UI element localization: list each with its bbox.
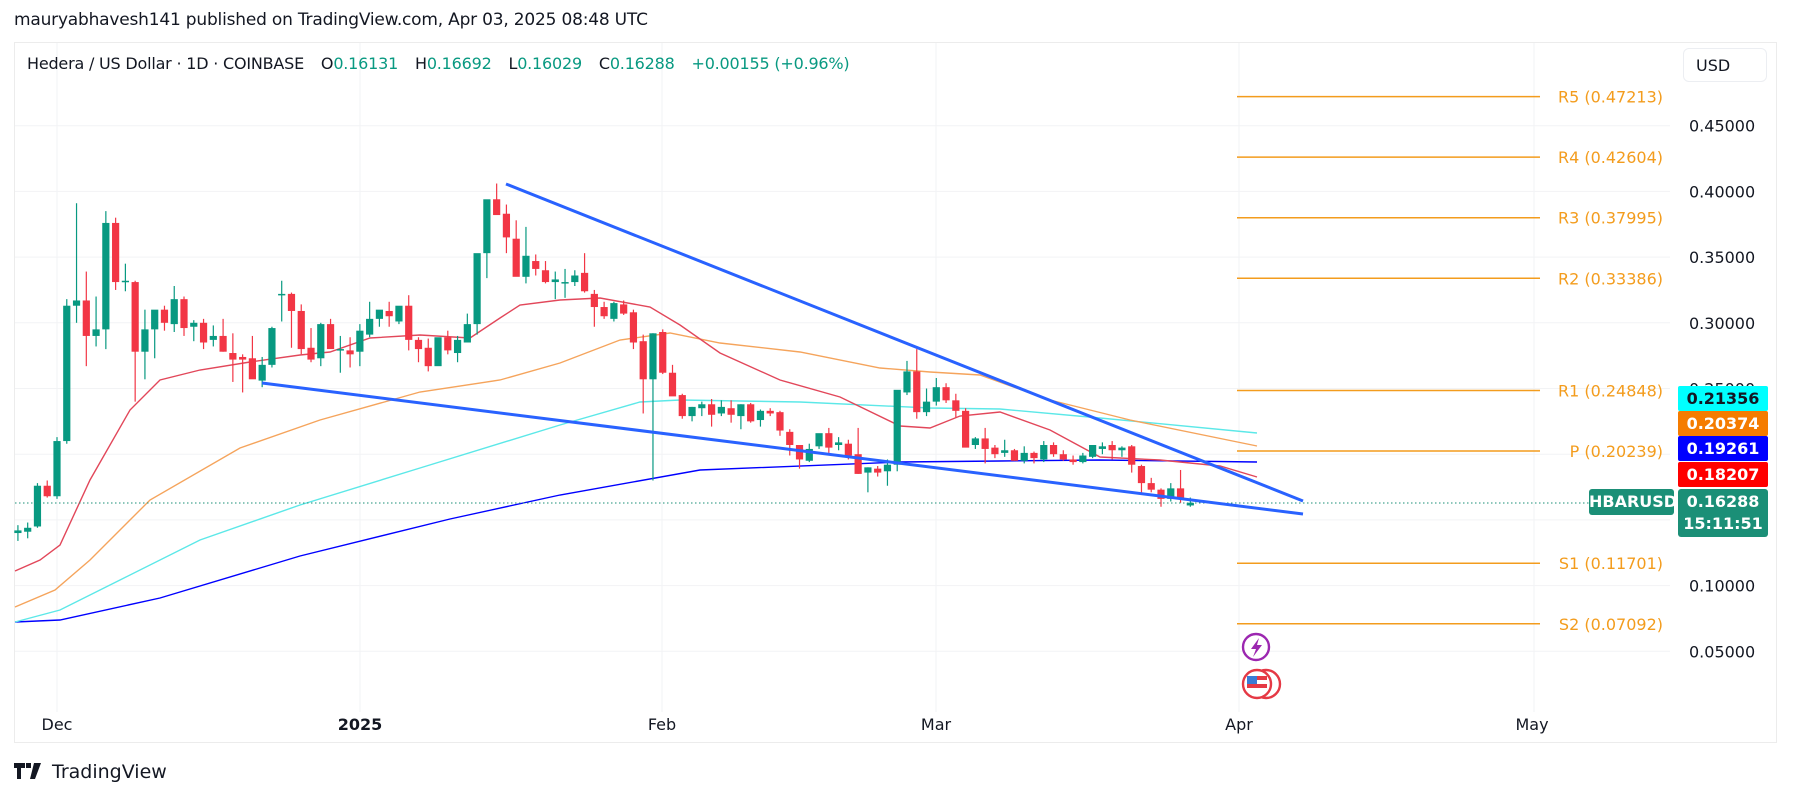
price-tick-label: 0.05000 [1689, 642, 1755, 661]
brand-name: TradingView [52, 761, 167, 783]
last-price: 0.16288 [1686, 492, 1760, 511]
pivot-label: R2 (0.33386) [1558, 269, 1663, 288]
price-tick-label: 0.30000 [1689, 314, 1755, 333]
time-tick-label: Dec [42, 715, 73, 734]
pivot-label: S1 (0.11701) [1559, 554, 1663, 573]
us-flag-icon [1247, 676, 1257, 684]
ma-red-price-tag: 0.18207 [1678, 462, 1768, 487]
pivot-label: R5 (0.47213) [1558, 88, 1663, 107]
symbol-tag: HBARUSD [1589, 489, 1677, 515]
close-value: 0.16288 [609, 54, 675, 73]
moving-average-line [14, 399, 1258, 623]
tradingview-logo-icon [14, 760, 44, 784]
price-tick-label: 0.10000 [1689, 577, 1755, 596]
time-tick-label: May [1515, 715, 1548, 734]
moving-average-line [14, 297, 1258, 572]
close-label: C [598, 54, 610, 73]
last-price-tag: 0.16288 15:11:51 [1678, 489, 1768, 537]
grid [15, 43, 1670, 712]
symbol-description[interactable]: Hedera / US Dollar · 1D · COINBASE [27, 54, 305, 73]
time-tick-label: Apr [1225, 715, 1253, 734]
moving-average-line [14, 459, 1258, 623]
ma-cyan-price-tag: 0.21356 [1678, 386, 1768, 411]
pivot-label: P (0.20239) [1570, 442, 1663, 461]
low-label: L [508, 54, 518, 73]
time-tick-label: Mar [921, 715, 952, 734]
pivot-label: R4 (0.42604) [1558, 148, 1663, 167]
low-value: 0.16029 [517, 54, 582, 73]
change-value: +0.00155 (+0.96%) [691, 54, 850, 73]
footer-brand[interactable]: TradingView [14, 760, 167, 784]
pivot-label: R1 (0.24848) [1558, 381, 1663, 400]
bar-countdown: 15:11:51 [1683, 514, 1763, 533]
time-tick-label: Feb [648, 715, 676, 734]
ohlc-legend: Hedera / US Dollar · 1D · COINBASE O0.16… [27, 54, 861, 73]
price-tick-label: 0.40000 [1689, 182, 1755, 201]
lower-trendline[interactable] [261, 381, 1304, 516]
moving-averages [14, 297, 1258, 623]
high-label: H [414, 54, 427, 73]
high-value: 0.16692 [426, 54, 492, 73]
ma-blue-price-tag: 0.19261 [1678, 436, 1768, 461]
price-tick-label: 0.45000 [1689, 117, 1755, 136]
time-axis[interactable]: Dec 2025 Feb Mar Apr May [42, 715, 1549, 734]
pivot-label: R3 (0.37995) [1558, 209, 1663, 228]
pivot-levels: R5 (0.47213) R4 (0.42604) R3 (0.37995) R2 (… [1237, 88, 1663, 634]
lightning-bolt-icon [1251, 638, 1262, 657]
ma-orange-price-tag: 0.20374 [1678, 411, 1768, 436]
pivot-label: S2 (0.07092) [1559, 615, 1663, 634]
currency-selector[interactable]: USD [1683, 48, 1767, 82]
open-label: O [320, 54, 334, 73]
time-tick-label: 2025 [338, 715, 383, 734]
falling-wedge-trendlines[interactable] [261, 182, 1304, 516]
moving-average-line [14, 332, 1258, 608]
open-value: 0.16131 [333, 54, 399, 73]
candles [14, 183, 1194, 541]
upper-trendline[interactable] [505, 182, 1304, 503]
price-tick-label: 0.35000 [1689, 248, 1755, 267]
event-markers[interactable] [1241, 632, 1282, 700]
publisher-line: mauryabhavesh141 published on TradingVie… [14, 10, 648, 30]
